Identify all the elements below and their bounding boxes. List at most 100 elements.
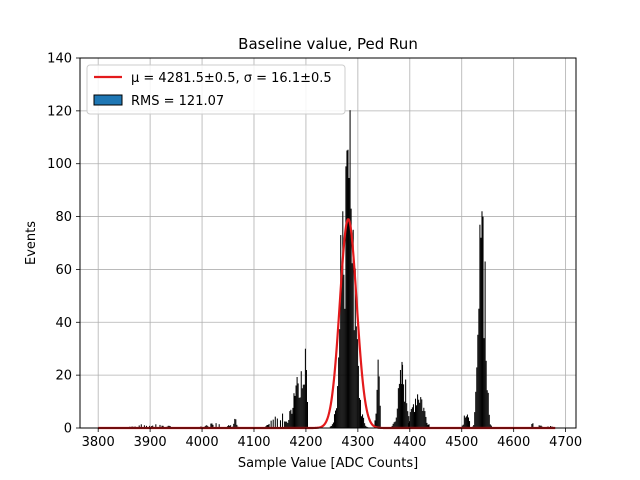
histogram-bar bbox=[294, 395, 296, 428]
x-tick-label: 3900 bbox=[134, 435, 167, 450]
histogram-bar bbox=[462, 424, 464, 428]
histogram-bar bbox=[425, 416, 427, 428]
histogram-bar bbox=[359, 399, 361, 428]
histogram-bar bbox=[403, 384, 405, 428]
histogram-bar bbox=[478, 308, 480, 428]
histogram-bar bbox=[481, 211, 483, 428]
histogram-bar bbox=[270, 420, 272, 428]
histogram-bar bbox=[474, 412, 476, 428]
histogram-bar bbox=[303, 384, 305, 428]
histogram-bar bbox=[410, 409, 412, 428]
histogram-bar bbox=[279, 420, 281, 428]
chart-title: Baseline value, Ped Run bbox=[238, 35, 418, 53]
histogram-bar bbox=[412, 404, 414, 428]
histogram-bar bbox=[287, 422, 289, 428]
x-tick-label: 4600 bbox=[497, 435, 530, 450]
histogram-bar bbox=[306, 401, 309, 428]
histogram-bar bbox=[427, 424, 429, 428]
histogram-bar bbox=[375, 413, 377, 428]
histogram-bar bbox=[398, 383, 400, 428]
histogram-bar bbox=[346, 150, 348, 428]
histogram-bar bbox=[206, 425, 208, 428]
histogram-bar bbox=[295, 385, 297, 428]
histogram-bar bbox=[465, 416, 467, 428]
histogram-bar bbox=[480, 237, 482, 428]
histogram-bar bbox=[212, 424, 214, 428]
histogram-bar bbox=[235, 419, 237, 428]
histogram-bar bbox=[272, 419, 274, 428]
histogram-bar bbox=[285, 421, 287, 428]
histogram-bar bbox=[485, 360, 487, 428]
histogram-bar bbox=[345, 166, 347, 428]
histogram-bar bbox=[393, 422, 395, 428]
histogram-bar bbox=[349, 110, 351, 428]
histogram-bar bbox=[488, 414, 490, 428]
histogram-bar bbox=[377, 359, 379, 428]
histogram-bar bbox=[284, 421, 286, 428]
histogram-bar bbox=[350, 208, 352, 428]
histogram-bar bbox=[360, 416, 363, 428]
histogram-bar bbox=[352, 229, 354, 428]
histogram-bar bbox=[378, 376, 380, 428]
histogram-bar bbox=[469, 421, 471, 428]
histogram-bar bbox=[342, 211, 344, 428]
y-axis-ticks: 0 20 40 60 80 100 120 140 bbox=[47, 52, 80, 437]
histogram-bar bbox=[428, 424, 430, 428]
histogram-bar bbox=[300, 371, 302, 428]
histogram-bar bbox=[411, 407, 413, 428]
histogram-bar bbox=[362, 414, 364, 428]
histogram-bar bbox=[466, 414, 468, 428]
histogram-bar bbox=[467, 417, 470, 428]
histogram-bar bbox=[230, 425, 232, 428]
histogram-bar bbox=[482, 216, 484, 428]
histogram-bar bbox=[357, 365, 359, 428]
histogram-bar bbox=[335, 410, 337, 428]
histogram-bar bbox=[210, 423, 212, 428]
histogram-bar bbox=[355, 326, 357, 428]
histogram-bar bbox=[343, 274, 345, 428]
histogram-bar bbox=[487, 392, 489, 428]
histogram-bar bbox=[353, 330, 355, 428]
histogram-bar bbox=[302, 384, 304, 428]
legend-box bbox=[86, 64, 346, 115]
x-tick-label: 3800 bbox=[82, 435, 115, 450]
histogram-bar bbox=[399, 369, 401, 428]
histogram-bar bbox=[340, 235, 342, 428]
y-tick-label: 60 bbox=[55, 263, 72, 278]
histogram-bar bbox=[293, 393, 295, 428]
histogram-bar bbox=[290, 409, 292, 428]
histogram-bar bbox=[336, 408, 338, 428]
histogram-bar bbox=[540, 425, 542, 428]
histogram-bar bbox=[423, 407, 425, 428]
histogram-bar bbox=[426, 422, 428, 428]
y-tick-label: 140 bbox=[47, 52, 72, 67]
histogram-bar bbox=[356, 339, 358, 428]
histogram-bar bbox=[229, 425, 231, 428]
histogram-bar bbox=[299, 397, 301, 428]
histogram-bar bbox=[419, 402, 421, 428]
histogram-bar bbox=[364, 423, 366, 428]
histogram-bar bbox=[476, 367, 478, 428]
histogram-bar bbox=[205, 425, 207, 428]
histogram-bar bbox=[394, 421, 396, 428]
histogram-bar bbox=[329, 426, 331, 428]
histogram-bar bbox=[464, 417, 466, 428]
histogram-bar bbox=[266, 425, 268, 428]
histogram-bar bbox=[211, 423, 213, 428]
y-axis-label: Events bbox=[24, 221, 39, 265]
histogram-bar bbox=[296, 377, 298, 428]
histogram-bar bbox=[140, 424, 142, 428]
histogram-bar bbox=[288, 419, 290, 428]
histogram-bar bbox=[332, 422, 334, 428]
histogram-bars bbox=[129, 110, 554, 428]
histogram-bar bbox=[407, 411, 409, 428]
histogram-bar bbox=[409, 412, 411, 428]
histogram-bar bbox=[298, 397, 300, 428]
y-tick-label: 100 bbox=[47, 157, 72, 172]
histogram-bar bbox=[354, 268, 356, 428]
histogram-bar bbox=[420, 397, 422, 428]
histogram-bar bbox=[289, 411, 291, 428]
histogram-bar bbox=[276, 418, 278, 428]
histogram-bar bbox=[392, 423, 394, 428]
histogram-bar bbox=[358, 397, 360, 428]
